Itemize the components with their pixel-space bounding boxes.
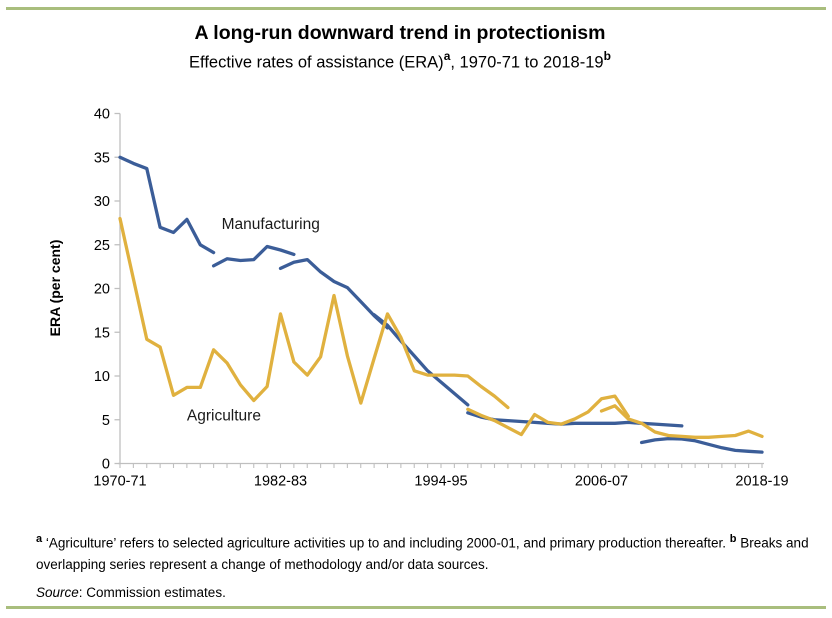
subtitle-footnote-marker-b: b [603, 49, 611, 63]
subtitle-text: Effective rates of assistance (ERA) [189, 53, 444, 72]
x-tick-label: 1994-95 [414, 474, 467, 490]
bottom-border-rule [6, 606, 826, 609]
footnote-marker-b: b [729, 533, 737, 545]
agriculture-series-label: Agriculture [187, 408, 261, 425]
footnote-b-text: Breaks and overlapping series represent … [36, 535, 809, 573]
subtitle-range: , 1970-71 to 2018-19 [450, 53, 604, 72]
y-axis-title: ERA (per cent) [47, 239, 63, 337]
source-text: : Commission estimates. [78, 585, 226, 600]
manufacturing-line-segment [118, 155, 216, 255]
x-tick-label: 1970-71 [93, 474, 146, 490]
x-tick-label: 2018-19 [735, 474, 788, 490]
agriculture-line-segment [599, 404, 764, 439]
y-tick-label: 15 [94, 325, 110, 341]
manufacturing-line-segment [466, 411, 684, 428]
y-tick-label: 30 [94, 194, 110, 210]
manufacturing-line-segment [372, 313, 470, 407]
chart-subtitle: Effective rates of assistance (ERA)a, 19… [0, 49, 800, 73]
agriculture-line-segment [466, 394, 630, 437]
chart-title: A long-run downward trend in protectioni… [194, 22, 606, 44]
source-line: Source: Commission estimates. [36, 585, 818, 600]
manufacturing-line-segment [278, 257, 390, 330]
subtitle-footnote-marker-a: a [443, 49, 451, 63]
footnote-block: a ‘Agriculture’ refers to selected agric… [36, 531, 818, 576]
source-label: Source [36, 585, 79, 600]
x-tick-label: 1982-83 [254, 474, 307, 490]
y-tick-label: 10 [94, 369, 110, 385]
top-border-rule [6, 7, 826, 10]
agriculture-line-segment [118, 216, 510, 410]
x-tick-label: 2006-07 [575, 474, 628, 490]
y-tick-label: 0 [102, 457, 110, 473]
y-tick-label: 20 [94, 282, 110, 298]
manufacturing-line-segment [211, 244, 296, 268]
y-tick-label: 35 [94, 150, 110, 166]
y-tick-label: 25 [94, 238, 110, 254]
manufacturing-series-label: Manufacturing [222, 216, 320, 233]
y-tick-label: 40 [94, 107, 110, 123]
footnote-a-text: ‘Agriculture’ refers to selected agricul… [45, 535, 727, 551]
footnote-marker-a: a [36, 533, 43, 545]
y-tick-label: 5 [102, 413, 110, 429]
manufacturing-line-segment [639, 436, 764, 454]
